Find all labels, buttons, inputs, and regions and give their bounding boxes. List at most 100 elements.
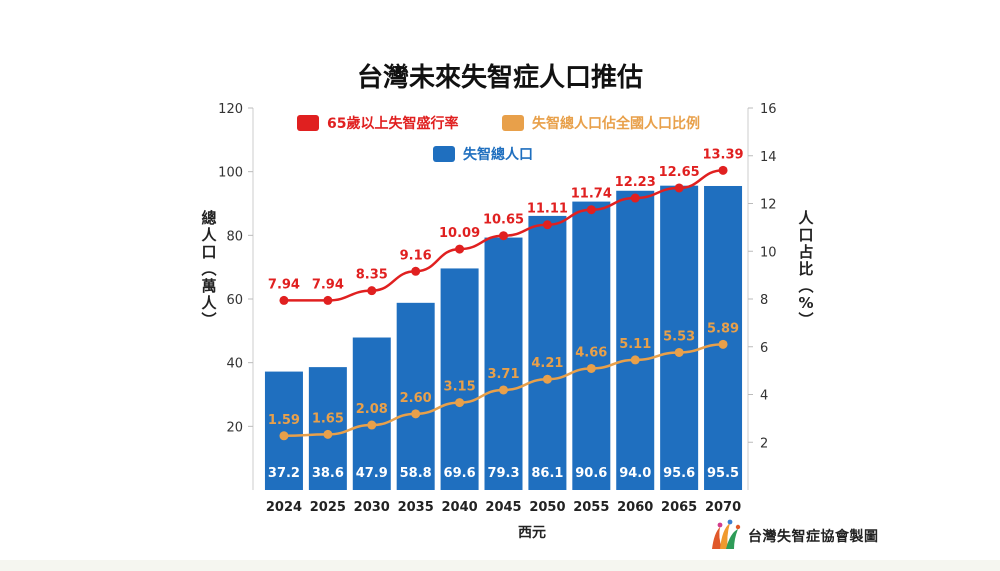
- bar: [352, 337, 391, 490]
- line-value-label: 5.11: [619, 337, 651, 352]
- y-right-tick-label: 10: [760, 245, 777, 260]
- line-point: [323, 295, 333, 305]
- legend-swatch: [297, 115, 319, 131]
- line-value-label: 7.94: [312, 277, 344, 292]
- bar: [704, 185, 743, 490]
- y-right-tick-label: 2: [760, 436, 768, 451]
- bar: [396, 302, 435, 490]
- bar-value-label: 38.6: [312, 466, 344, 481]
- y-left-tick-label: 40: [226, 357, 243, 372]
- credit-text: 台灣失智症協會製圖: [748, 529, 879, 545]
- x-tick-label: 2045: [485, 500, 521, 515]
- y-left-tick-label: 80: [226, 229, 243, 244]
- x-tick-label: 2024: [266, 500, 302, 515]
- bar: [572, 201, 611, 490]
- y-right-tick-label: 14: [760, 150, 777, 165]
- credit: 台灣失智症協會製圖: [708, 519, 879, 553]
- line-point: [499, 231, 508, 241]
- legend-swatch: [433, 146, 455, 162]
- line-value-label: 4.21: [531, 356, 563, 371]
- bar: [616, 190, 655, 490]
- line-series: 7.94 7.94 8.35 9.16 10.0910.6511.1111.7412.2…: [268, 147, 744, 441]
- line-value-label: 5.89: [707, 321, 739, 336]
- x-axis-title: 西元: [518, 525, 546, 541]
- y-right-tick-label: 8: [760, 293, 768, 308]
- bar-value-label: 86.1: [531, 466, 563, 481]
- line-value-label: 2.08: [356, 402, 388, 417]
- line-point: [674, 183, 684, 193]
- bar-value-label: 37.2: [268, 466, 300, 481]
- bar-value-label: 94.0: [619, 466, 651, 481]
- bar-value-label: 47.9: [356, 466, 388, 481]
- line-value-label: 8.35: [356, 268, 388, 283]
- bar-value-label: 90.6: [575, 466, 607, 481]
- bar: [264, 371, 303, 490]
- y-right-tick-label: 12: [760, 198, 777, 213]
- y-right-tick-label: 16: [760, 102, 777, 117]
- bar: [440, 268, 479, 490]
- line-value-label: 7.94: [268, 277, 300, 292]
- bar: [308, 367, 347, 490]
- x-tick-label: 2040: [441, 500, 477, 515]
- line-point: [718, 165, 728, 175]
- line-value-label: 4.66: [575, 345, 607, 360]
- legend-swatch: [502, 115, 524, 131]
- line-value-label: 12.65: [659, 165, 700, 180]
- line-point: [279, 295, 289, 305]
- tada-logo-icon: [712, 519, 741, 549]
- bar-value-label: 69.6: [444, 466, 476, 481]
- line-point: [542, 374, 552, 384]
- bar: [660, 185, 699, 490]
- line-point: [586, 363, 596, 373]
- line-value-label: 3.15: [444, 380, 476, 395]
- footer-strip: [0, 560, 1000, 571]
- line-value-label: 11.74: [571, 187, 612, 202]
- line-point: [367, 286, 377, 296]
- x-tick-label: 2050: [529, 500, 565, 515]
- line-value-label: 1.65: [312, 411, 344, 426]
- bar-value-label: 58.8: [400, 466, 432, 481]
- x-tick-label: 2030: [354, 500, 390, 515]
- x-tick-label: 2060: [617, 500, 653, 515]
- line-value-label: 10.09: [439, 226, 480, 241]
- legend-label: 失智總人口: [463, 146, 533, 163]
- x-tick-label: 2025: [310, 500, 346, 515]
- line-value-label: 5.53: [663, 329, 695, 344]
- bar: [484, 237, 523, 490]
- y-left-tick-label: 120: [218, 102, 243, 117]
- y-axis-right-title: 人口占比︵% ︶: [797, 209, 814, 329]
- line-point: [499, 385, 508, 395]
- y-left-tick-label: 60: [226, 293, 243, 308]
- line-value-label: 2.60: [400, 391, 432, 406]
- line-point: [411, 409, 421, 419]
- line-value-label: 11.11: [527, 202, 568, 217]
- line-point: [367, 420, 377, 430]
- line-point: [323, 429, 333, 439]
- line-point: [674, 347, 684, 357]
- bar-value-label: 95.5: [707, 466, 739, 481]
- legend-label: 失智總人口佔全國人口比例: [532, 115, 700, 132]
- line-point: [455, 398, 465, 408]
- x-tick-label: 2065: [661, 500, 697, 515]
- line-point: [542, 220, 552, 230]
- y-left-tick-label: 100: [218, 166, 243, 181]
- chart-title: 台灣未來失智症人口推估: [357, 62, 643, 93]
- line-point: [630, 193, 640, 203]
- line-point: [630, 355, 640, 365]
- line-point: [411, 266, 421, 276]
- line-value-label: 1.59: [268, 413, 300, 428]
- line-value-label: 12.23: [615, 175, 656, 190]
- legend-label: 65歲以上失智盛行率: [327, 115, 458, 132]
- line-value-label: 3.71: [487, 367, 519, 382]
- bar: [528, 215, 567, 491]
- line-point: [586, 205, 596, 215]
- x-tick-label: 2070: [705, 500, 741, 515]
- x-tick-label: 2055: [573, 500, 609, 515]
- line-value-label: 10.65: [483, 213, 524, 228]
- bar-series: 37.2 38.6 47.9 58.8 69.6 79.3 86.1 90.6 94.0 95.6…: [264, 185, 743, 491]
- line-point: [718, 339, 728, 349]
